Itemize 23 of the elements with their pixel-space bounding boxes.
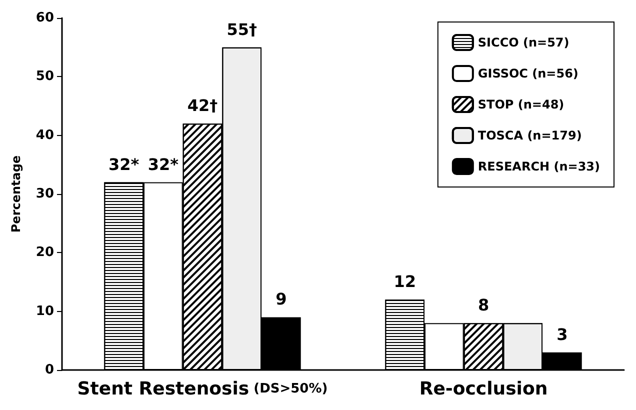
data-label: 55† [226, 20, 257, 39]
x-tick-label: Re-occlusion [419, 378, 548, 400]
data-label: 3 [556, 324, 568, 344]
legend-label: SICCO (n=57) [478, 36, 570, 50]
y-tick-label: 60 [36, 10, 54, 26]
data-label: 12 [394, 272, 416, 292]
data-label: 8 [478, 296, 490, 315]
y-tick-label: 20 [36, 245, 54, 260]
y-axis-title: Percentage [9, 155, 23, 233]
legend-label: GISSOC (n=56) [478, 66, 578, 80]
legend-label: TOSCA (n=179) [478, 128, 582, 142]
legend-label: STOP (n=48) [478, 98, 564, 112]
x-tick-label: Stent Restenosis (DS>50%) [77, 378, 328, 400]
y-tick-label: 40 [36, 128, 54, 143]
y-tick-label: 0 [44, 362, 54, 378]
legend-label: RESEARCH (n=33) [478, 160, 600, 174]
data-label: 32* [148, 154, 180, 174]
y-tick-label: 30 [36, 186, 54, 202]
data-label: 32* [108, 154, 140, 174]
y-tick-label: 10 [36, 304, 54, 319]
data-label: 42† [187, 96, 218, 116]
y-tick-label: 50 [36, 69, 54, 84]
data-label: 9 [276, 290, 287, 309]
